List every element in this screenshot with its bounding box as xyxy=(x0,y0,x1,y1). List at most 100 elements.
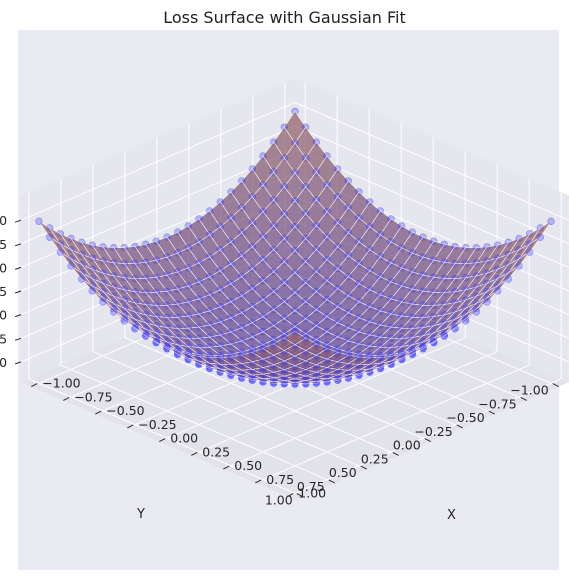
y-tick-label: −0.50 xyxy=(446,410,484,425)
z-tick-label: 0 xyxy=(0,355,7,370)
x-tick-mark xyxy=(255,479,262,484)
y-tick-mark xyxy=(488,410,495,415)
x-tick-label: −0.50 xyxy=(106,403,144,418)
grid-line xyxy=(92,350,367,470)
scatter-point xyxy=(270,340,278,348)
scatter-point xyxy=(152,338,161,346)
plot-data xyxy=(35,107,555,388)
scatter-point xyxy=(472,308,480,316)
scatter-point xyxy=(323,344,331,353)
grid-line xyxy=(294,102,569,221)
scatter-point xyxy=(291,327,299,335)
x-tick-label: −0.75 xyxy=(74,389,112,404)
scatter-point xyxy=(430,338,438,346)
scatter-point xyxy=(462,317,470,325)
scatter-point xyxy=(312,340,320,348)
y-tick-label: 0.00 xyxy=(393,438,421,453)
x-tick-label: 1.00 xyxy=(298,486,326,501)
scatter-point xyxy=(547,217,555,226)
scatter-point xyxy=(440,332,448,340)
x-tick-label: 0.75 xyxy=(266,472,294,487)
grid-line xyxy=(223,350,498,470)
y-tick-label: −1.00 xyxy=(510,383,548,398)
grid-line xyxy=(294,125,569,245)
x-tick-mark xyxy=(127,424,134,429)
scatter-point xyxy=(536,233,544,241)
x-tick-label: 0.50 xyxy=(234,458,262,473)
grid-line xyxy=(20,125,296,245)
x-tick-mark xyxy=(287,493,294,498)
x-tick-label: 0.00 xyxy=(170,431,198,446)
scatter-point xyxy=(259,344,267,353)
scatter-point xyxy=(419,343,427,351)
x-tick-mark xyxy=(95,410,102,415)
x-axis-label: X xyxy=(447,508,456,523)
z-tick-mark xyxy=(14,290,22,294)
x-tick-mark xyxy=(223,465,230,470)
scatter-point xyxy=(163,343,171,351)
grid-line xyxy=(255,364,530,484)
scatter-point xyxy=(142,332,150,340)
scatter-point xyxy=(88,287,97,295)
surface-facet xyxy=(283,330,307,346)
scatter-point xyxy=(120,317,129,325)
scatter-point xyxy=(387,352,395,361)
y-tick-mark xyxy=(456,424,463,429)
scatter-point xyxy=(344,351,352,359)
grid-line xyxy=(60,364,335,484)
y-tick-label: −0.75 xyxy=(478,396,516,411)
chart-title: Loss Surface with Gaussian Fit xyxy=(163,8,406,27)
y-tick-label: 0.50 xyxy=(329,465,357,480)
scatter-point xyxy=(355,353,363,361)
scatter-point xyxy=(525,248,534,256)
scatter-point xyxy=(483,298,491,306)
y-tick-mark xyxy=(360,465,367,470)
z-tick-mark xyxy=(14,243,22,247)
scatter-point xyxy=(504,275,512,283)
scatter-point xyxy=(376,353,384,362)
x-tick-mark xyxy=(159,438,166,443)
scatter-point xyxy=(174,347,182,355)
scatter-point xyxy=(184,350,193,358)
z-tick-label: 5 xyxy=(0,331,7,346)
scatter-point xyxy=(216,354,225,362)
scatter-point xyxy=(515,262,523,270)
grid-line xyxy=(191,337,466,456)
z-tick-label: 25 xyxy=(0,237,7,252)
scatter-point xyxy=(302,334,310,342)
y-tick-label: −0.25 xyxy=(414,424,452,439)
scatter-point xyxy=(494,287,502,295)
left-pane xyxy=(21,77,295,383)
z-tick-mark xyxy=(14,314,22,318)
y-tick-mark xyxy=(296,493,303,498)
axis-ticks: −1.00−0.75−0.50−0.250.000.250.500.751.00… xyxy=(0,213,559,523)
grid-line xyxy=(124,337,399,456)
scatter-point xyxy=(99,298,107,306)
scatter-point xyxy=(238,351,246,359)
scatter-point xyxy=(248,348,257,356)
z-tick-label: 10 xyxy=(0,308,7,323)
scatter-point xyxy=(45,233,54,241)
scatter-point xyxy=(131,325,139,333)
y-tick-label: 0.25 xyxy=(361,451,389,466)
scatter-point xyxy=(109,308,118,316)
z-tick-label: 30 xyxy=(0,213,7,228)
y-tick-mark xyxy=(392,451,399,456)
z-tick-mark xyxy=(14,219,22,223)
scatter-point xyxy=(77,275,86,283)
z-tick-mark xyxy=(14,337,22,341)
scatter-point xyxy=(35,217,43,226)
z-tick-mark xyxy=(14,361,22,365)
z-tick-mark xyxy=(14,266,22,270)
right-pane xyxy=(295,77,569,383)
scatter-point xyxy=(334,348,342,356)
z-tick-label: 20 xyxy=(0,260,7,275)
grid-line xyxy=(20,102,296,221)
x-tick-mark xyxy=(191,451,198,456)
y-tick-mark xyxy=(328,479,335,484)
x-tick-mark xyxy=(31,383,38,388)
scatter-point xyxy=(366,354,374,362)
y-tick-mark xyxy=(520,396,527,401)
scatter-point xyxy=(56,248,64,256)
